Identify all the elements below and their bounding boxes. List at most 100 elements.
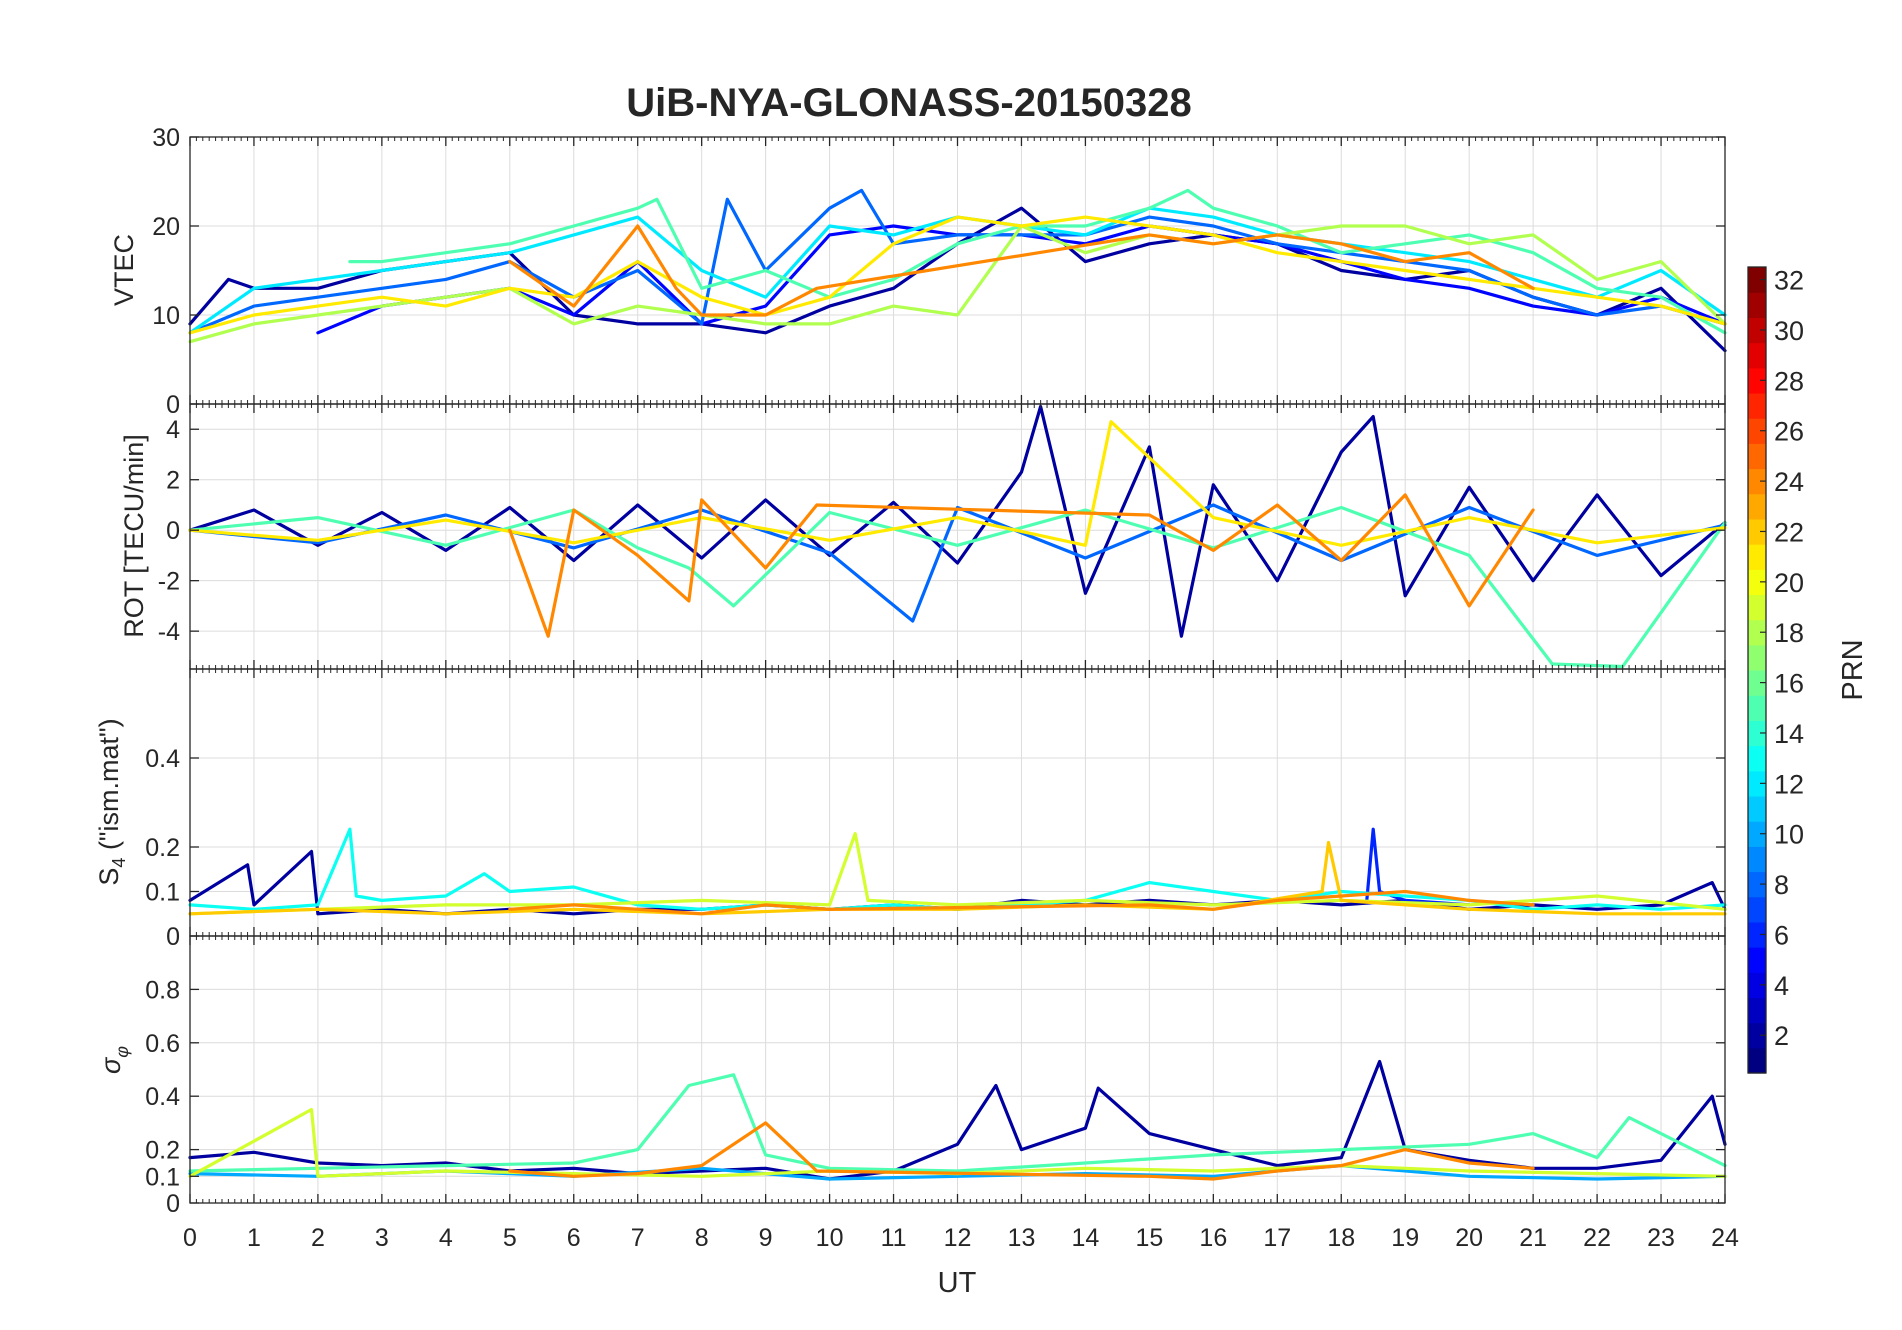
vtec-ticks (189, 136, 1726, 405)
colorbar-label: PRN (1837, 639, 1869, 700)
colorbar-cell (1748, 367, 1766, 394)
colorbar-tick-label: 30 (1774, 316, 1804, 346)
colorbar-cell (1748, 720, 1766, 747)
colorbar-cell (1748, 821, 1766, 847)
colorbar-cell (1748, 770, 1766, 797)
x-tick-label: 3 (375, 1224, 389, 1252)
x-tick-label: 21 (1519, 1224, 1547, 1252)
colorbar-cell (1748, 544, 1766, 570)
sigma-series-prn-2 (188, 1059, 1727, 1181)
rot-y-tick-label: 4 (166, 416, 180, 444)
colorbar-cell (1748, 695, 1766, 721)
colorbar-cell (1748, 896, 1766, 923)
colorbar-cell (1748, 569, 1766, 596)
s4-ticks (189, 669, 1726, 937)
colorbar-tick-label: 8 (1774, 870, 1789, 900)
sigma-panel: 00.10.2 0.4 0.6 0.8 σφ (96, 935, 1727, 1218)
sigma-y-tick-label: 0.1 (145, 1163, 180, 1191)
colorbar-gradient (1748, 267, 1766, 1074)
vtec-series-prn-15 (348, 188, 1727, 335)
x-tick-label: 14 (1072, 1224, 1100, 1252)
vtec-ylabel: VTEC (109, 234, 139, 306)
rot-ticks (189, 404, 1726, 669)
vtec-y-tick-labels: 0 10 20 30 (152, 124, 180, 419)
colorbar-cell (1748, 745, 1766, 772)
colorbar-tick-label: 20 (1774, 568, 1804, 598)
s4-y-tick-labels: 0 0.1 0.2 0.4 (145, 745, 180, 951)
rot-grid (189, 404, 1726, 669)
s4-series (188, 827, 1727, 916)
x-tick-label: 20 (1455, 1224, 1483, 1252)
rot-series-prn-21 (188, 420, 1727, 547)
colorbar-cell (1748, 1022, 1766, 1049)
sigma-series-prn-24 (508, 1121, 1535, 1181)
vtec-y-tick-label: 20 (152, 213, 180, 241)
s4-ylabel: S4 ("ism.mat") (94, 718, 129, 885)
sigma-y-tick-label: 0.8 (145, 976, 180, 1004)
x-tick-label: 16 (1199, 1224, 1227, 1252)
sigma-series-prn-15 (188, 1073, 1727, 1173)
sigma-series (188, 1059, 1727, 1181)
colorbar-cell (1748, 619, 1766, 646)
x-tick-label: 1 (247, 1224, 261, 1252)
colorbar-tick-label: 24 (1774, 467, 1804, 497)
x-tick-label: 22 (1583, 1224, 1611, 1252)
x-tick-label: 0 (183, 1224, 197, 1252)
colorbar-tick-label: 14 (1774, 719, 1804, 749)
rot-series-prn-8 (188, 503, 1727, 623)
rot-ylabel: ROT [TECU/min] (119, 434, 149, 638)
x-tick-label: 12 (944, 1224, 972, 1252)
colorbar-tick-label: 6 (1774, 920, 1789, 950)
s4-grid (189, 669, 1726, 937)
colorbar-cell (1748, 846, 1766, 873)
x-tick-label: 7 (631, 1224, 645, 1252)
x-tick-label: 24 (1711, 1224, 1739, 1252)
sigma-y-tick-label: 0 (166, 1190, 180, 1218)
rot-y-tick-label: -4 (158, 618, 180, 646)
vtec-series-prn-18 (188, 224, 1727, 344)
colorbar-tick-label: 10 (1774, 820, 1804, 850)
colorbar-cell (1748, 267, 1766, 293)
rot-series-prn-24 (508, 493, 1535, 638)
vtec-series-prn-24 (508, 224, 1535, 317)
x-tick-label: 4 (439, 1224, 453, 1252)
colorbar-tick-label: 18 (1774, 618, 1804, 648)
colorbar-cell (1748, 1047, 1766, 1074)
sigma-ticks (189, 936, 1726, 1204)
x-tick-label: 19 (1391, 1224, 1419, 1252)
colorbar-cell (1748, 795, 1766, 822)
x-tick-label: 17 (1263, 1224, 1291, 1252)
s4-y-tick-label: 0.2 (145, 834, 180, 862)
colorbar-tick-label: 32 (1774, 266, 1804, 296)
colorbar-cell (1748, 518, 1766, 545)
colorbar-cell (1748, 418, 1766, 444)
rot-y-tick-label: 2 (166, 467, 180, 495)
vtec-y-tick-label: 10 (152, 302, 180, 330)
vtec-grid (189, 136, 1726, 405)
vtec-series (188, 188, 1727, 353)
vtec-y-tick-label: 30 (152, 124, 180, 152)
rot-panel: -4 -2 0 2 4 ROT [TECU/min] (119, 403, 1727, 670)
x-tick-label: 13 (1008, 1224, 1036, 1252)
colorbar-cell (1748, 594, 1766, 621)
vtec-series-prn-21 (188, 215, 1727, 335)
x-axis-label: UT (938, 1267, 977, 1299)
s4-panel: 0 0.1 0.2 0.4 S4 ("ism.mat") (94, 668, 1727, 951)
s4-y-tick-label: 0.4 (145, 745, 180, 773)
colorbar-cell (1748, 468, 1766, 495)
colorbar-cell (1748, 997, 1766, 1024)
colorbar-cell (1748, 443, 1766, 470)
colorbar-tick-label: 12 (1774, 769, 1804, 799)
sigma-y-tick-labels: 00.10.2 0.4 0.6 0.8 (145, 976, 180, 1218)
chart-title: UiB-NYA-GLONASS-20150328 (626, 81, 1191, 125)
colorbar-frame (1747, 266, 1767, 1074)
s4-y-tick-label: 0 (166, 923, 180, 951)
colorbar-tick-label: 16 (1774, 669, 1804, 699)
x-tick-label: 15 (1135, 1224, 1163, 1252)
colorbar-cell (1748, 947, 1766, 973)
colorbar-cell (1748, 493, 1766, 520)
rot-series (188, 404, 1727, 669)
x-tick-label: 9 (759, 1224, 773, 1252)
